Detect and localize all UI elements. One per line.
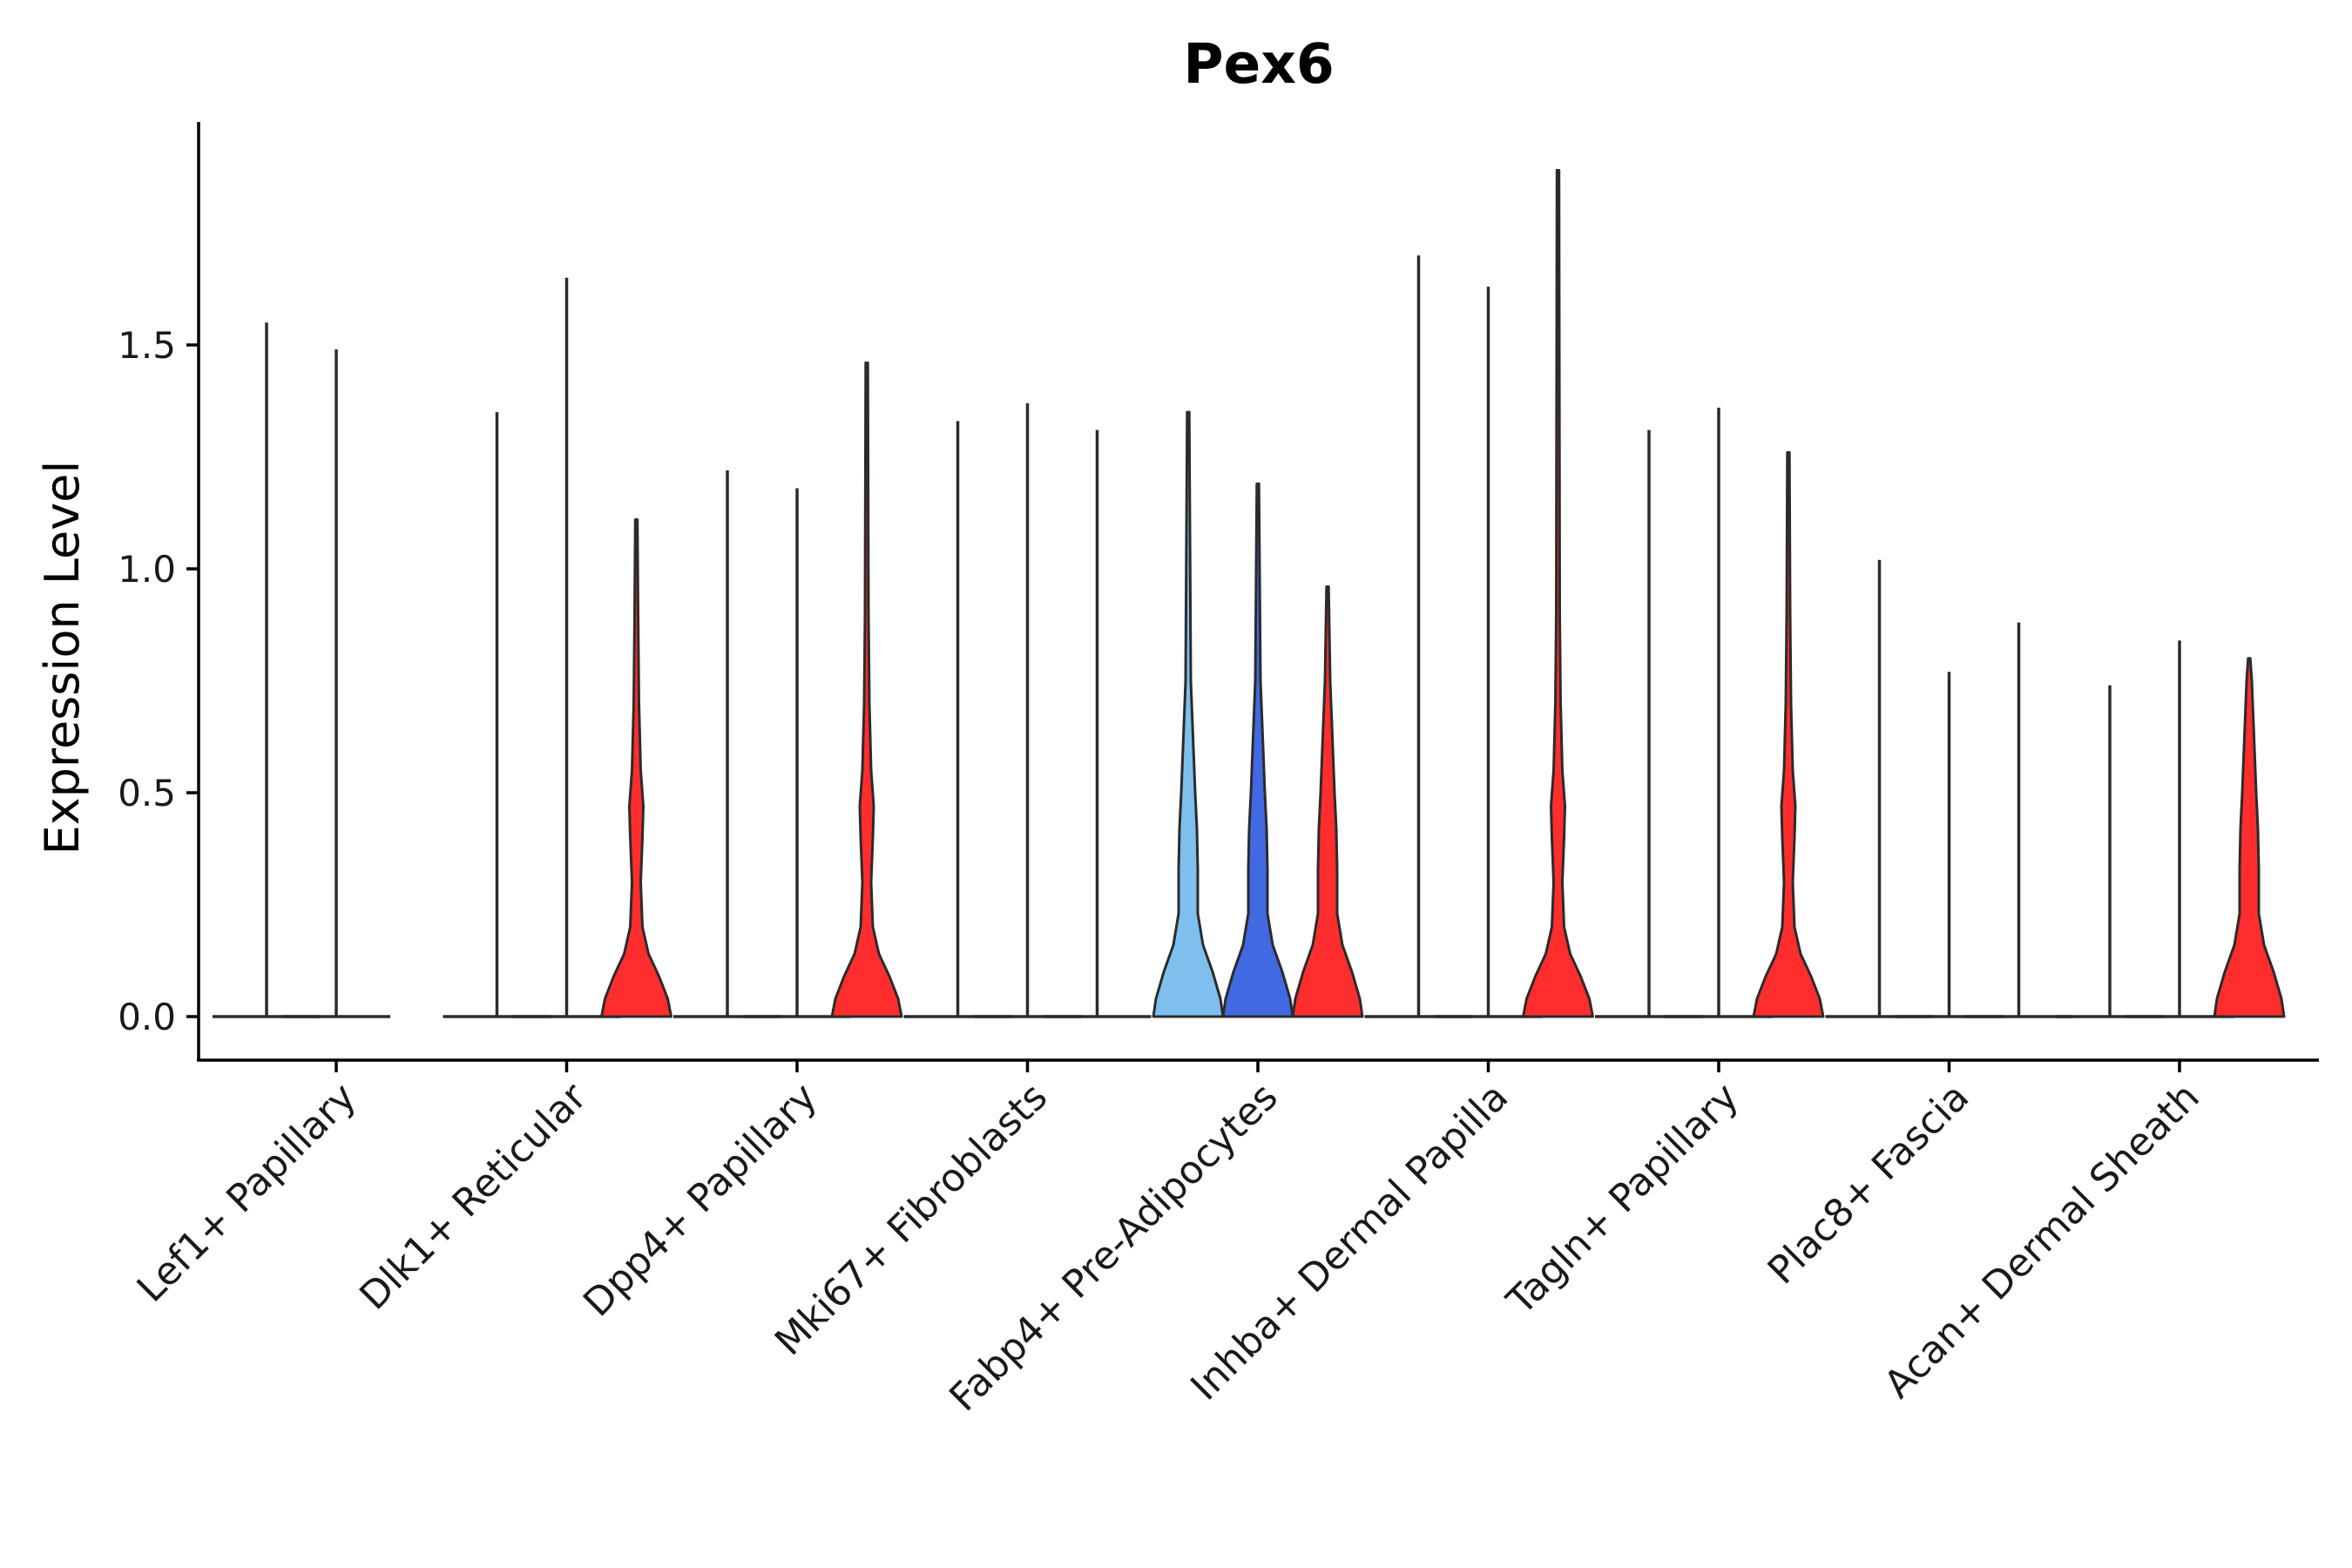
violin bbox=[2213, 657, 2286, 1018]
violin bbox=[830, 362, 903, 1018]
violin bbox=[1221, 482, 1294, 1018]
y-tick-label: 1.5 bbox=[118, 324, 176, 367]
x-tick-label: Plac8+ Fascia bbox=[1760, 1075, 1978, 1294]
x-tick-label: Dlk1+ Reticular bbox=[351, 1074, 596, 1319]
violin-marks bbox=[213, 169, 2286, 1018]
y-tick-label: 0.5 bbox=[118, 772, 176, 814]
violin bbox=[600, 517, 672, 1018]
x-tick-label: Dpp4+ Papillary bbox=[575, 1075, 826, 1326]
violin bbox=[1522, 169, 1594, 1018]
x-tick-label: Lef1+ Papillary bbox=[129, 1075, 365, 1311]
violin bbox=[1152, 410, 1225, 1018]
y-axis-ticks: 0.0 0.5 1.0 1.5 bbox=[118, 324, 199, 1038]
chart-title: Pex6 bbox=[1183, 32, 1334, 96]
y-tick-label: 0.0 bbox=[118, 996, 176, 1038]
y-axis-label: Expression Level bbox=[35, 461, 90, 855]
violin bbox=[1291, 585, 1364, 1018]
y-tick-label: 1.0 bbox=[118, 548, 176, 591]
violin bbox=[1752, 450, 1825, 1018]
x-tick-label: Tagln+ Papillary bbox=[1498, 1075, 1747, 1324]
